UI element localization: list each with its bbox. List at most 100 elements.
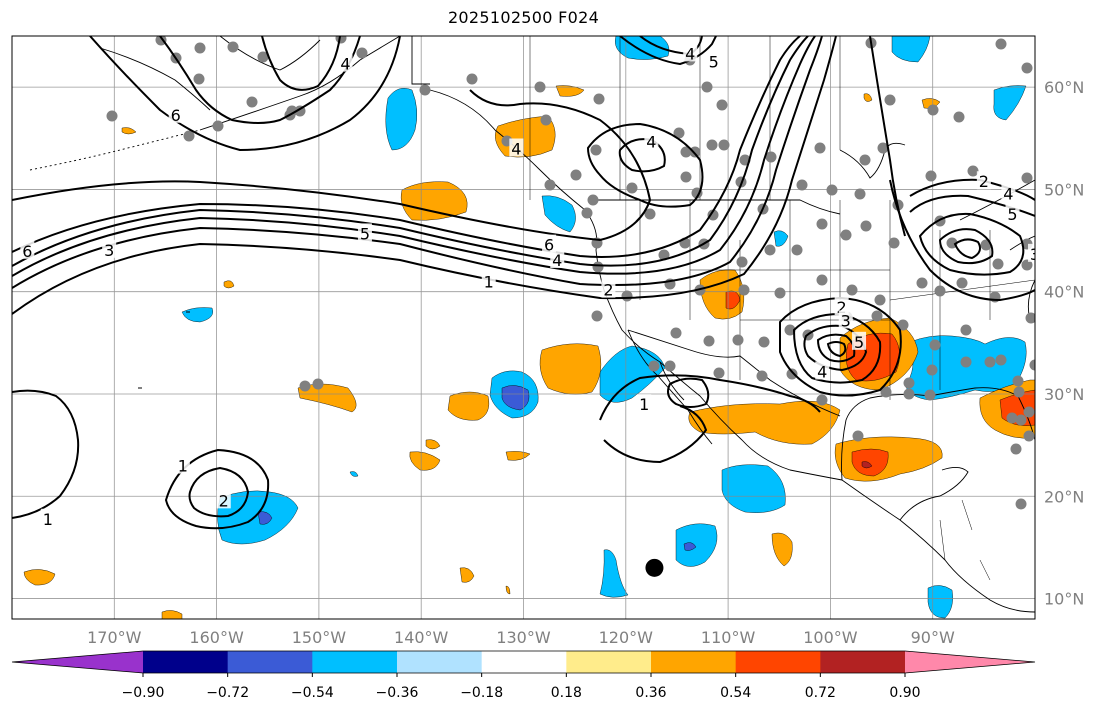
- contour-label: 6: [544, 236, 554, 255]
- contour-line: [826, 341, 847, 358]
- station-dot: [826, 184, 838, 196]
- contour-label-bg: [338, 53, 353, 72]
- contour-label: 2: [837, 298, 847, 317]
- contour-label: 3: [1030, 245, 1040, 264]
- station-dot: [648, 360, 660, 372]
- colorbar-segment: [143, 651, 229, 673]
- contour-line: [12, 36, 816, 277]
- lon-tick-label: 160°W: [189, 628, 244, 647]
- station-dot: [590, 144, 602, 156]
- station-dot: [581, 207, 593, 219]
- border-us-mexico: [627, 329, 841, 417]
- station-dot: [880, 386, 892, 398]
- station-dot: [592, 261, 604, 273]
- station-dot: [816, 394, 828, 406]
- plot-frame: [11, 35, 1036, 620]
- station-dot: [926, 364, 938, 376]
- negative-anomaly-area: [349, 471, 359, 477]
- station-dot: [680, 171, 692, 183]
- contour-line: [12, 36, 801, 258]
- contour-label-bg: [852, 331, 867, 350]
- lon-tick-label: 140°W: [394, 628, 449, 647]
- station-dot: [995, 354, 1007, 366]
- negative-anomaly-area: [599, 549, 629, 598]
- negative-anomaly-area: [683, 542, 697, 551]
- colorbar-segment: [397, 651, 483, 673]
- positive-anomaly-area: [400, 181, 468, 221]
- station-dot: [953, 111, 965, 123]
- colorbar-tick-label: −0.54: [291, 685, 334, 701]
- station-dot: [718, 139, 730, 151]
- station-dot: [816, 218, 828, 230]
- station-dot: [312, 378, 324, 390]
- lon-tick-label: 120°W: [599, 628, 654, 647]
- negative-anomaly-area: [541, 195, 576, 233]
- contour-label: 2: [979, 172, 989, 191]
- station-dot: [706, 139, 718, 151]
- contour-label-bg: [1001, 183, 1016, 202]
- station-dot: [534, 81, 546, 93]
- station-dot: [929, 339, 941, 351]
- contour-label: 4: [685, 44, 695, 63]
- station-dot: [877, 142, 889, 154]
- contour-label: 4: [1003, 185, 1013, 204]
- colorbar-segment: [820, 651, 906, 673]
- contour-label-bg: [40, 508, 55, 527]
- negative-anomaly-area: [675, 523, 718, 567]
- contour-label-bg: [1005, 203, 1020, 222]
- station-dot: [846, 284, 858, 296]
- coastline-baja: [627, 329, 713, 445]
- station-dot: [924, 389, 936, 401]
- contour-line: [599, 374, 821, 464]
- contour-line: [12, 36, 837, 315]
- station-dot: [840, 229, 852, 241]
- lat-tick-label: 10°N: [1044, 590, 1084, 609]
- colorbar-tick-label: 0.54: [720, 685, 751, 701]
- station-dot: [701, 81, 713, 93]
- station-dot: [784, 324, 796, 336]
- lat-tick-label: 50°N: [1044, 180, 1084, 199]
- station-dot: [246, 96, 258, 108]
- colorbar: −0.90 −0.72 −0.54 −0.36 −0.18 0.18 0.36 0.54 0.7…: [11, 650, 1036, 701]
- contour-label: 5: [709, 53, 719, 72]
- station-markers: [106, 36, 1035, 510]
- contour-line: [889, 179, 1035, 302]
- contour-line: [816, 333, 856, 363]
- station-dot: [967, 165, 979, 177]
- station-dot: [960, 324, 972, 336]
- station-dot: [570, 169, 582, 181]
- station-dot: [1012, 375, 1024, 387]
- province-lines: [529, 36, 841, 200]
- colorbar-tick-label: −0.90: [122, 685, 165, 701]
- contour-label: 4: [817, 362, 827, 381]
- station-dot: [860, 220, 872, 232]
- contour-label-bg: [976, 171, 991, 190]
- station-dot: [716, 99, 728, 111]
- contour-line: [618, 138, 666, 173]
- positive-anomaly-area: [161, 610, 183, 619]
- contour-label-bg: [706, 51, 721, 70]
- station-dot: [183, 130, 195, 142]
- contour-label-bg: [542, 234, 557, 253]
- lon-tick-label: 150°W: [292, 628, 347, 647]
- border-canada-us: [411, 36, 841, 215]
- map-title: 2025102500 F024: [447, 8, 600, 27]
- station-dot: [903, 388, 915, 400]
- lat-tick-label: 20°N: [1044, 487, 1084, 506]
- positive-anomaly-area: [425, 439, 441, 450]
- contour-label: 3: [841, 311, 851, 330]
- station-dot: [984, 356, 996, 368]
- negative-anomaly-area: [217, 490, 299, 545]
- colorbar-tick-label: 0.72: [805, 685, 836, 701]
- negative-anomaly-area: [993, 85, 1027, 121]
- station-dot: [791, 244, 803, 256]
- station-dot: [540, 114, 552, 126]
- negative-anomaly-area: [721, 464, 786, 513]
- contour-label: 6: [171, 106, 181, 125]
- station-dot: [1023, 430, 1035, 442]
- contour-label-bg: [637, 394, 652, 413]
- station-dot: [871, 310, 883, 322]
- longitude-labels: 170°W 160°W 150°W 140°W 130°W 120°W 110°W 100°W…: [87, 628, 955, 647]
- station-dot: [626, 182, 638, 194]
